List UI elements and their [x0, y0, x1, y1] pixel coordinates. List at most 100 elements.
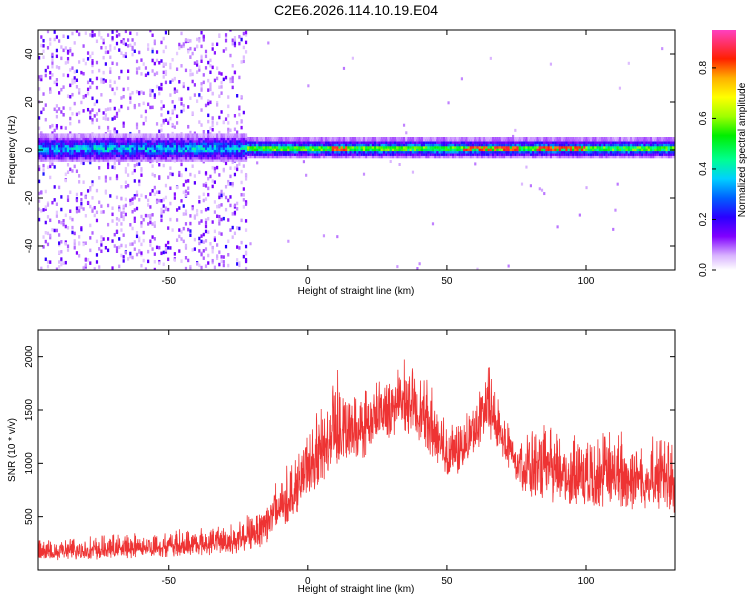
spectrogram-band-cell — [525, 137, 528, 142]
spectrogram-band-cell — [589, 153, 593, 159]
spectrogram-band-cell — [463, 144, 466, 149]
spectrogram-cell — [40, 266, 43, 270]
spectrogram-band-cell — [396, 139, 399, 144]
spectrogram-band-cell — [66, 157, 70, 162]
spectrogram-band-cell — [118, 157, 121, 162]
spectrogram-band-cell — [298, 139, 301, 144]
spectrogram-cell — [95, 188, 99, 193]
spectrogram-band-cell — [567, 141, 570, 147]
spectrogram-band-cell — [362, 153, 366, 159]
spectrogram-band-cell — [616, 146, 619, 152]
spectrogram-band-cell — [474, 144, 477, 149]
spectrogram-band-cell — [487, 141, 490, 147]
spectrogram-cell — [104, 117, 107, 121]
spectrogram-cell — [182, 84, 185, 89]
spectrogram-cell — [155, 198, 159, 203]
spectrogram-band-cell — [102, 155, 105, 160]
spectrogram-band-cell — [661, 149, 664, 154]
spectrogram-cell — [82, 207, 85, 211]
spectrogram-band-cell — [285, 151, 288, 156]
spectrogram-cell — [64, 46, 67, 50]
spectrogram-band-cell — [282, 141, 285, 147]
spectrogram-cell — [113, 106, 116, 111]
spectrogram-band-cell — [89, 135, 92, 141]
spectrogram-cell — [207, 113, 210, 118]
spectrogram-cell — [142, 62, 145, 66]
spectrogram-cell — [661, 47, 664, 51]
spectrogram-cell — [153, 39, 156, 43]
spectrogram-cell — [180, 259, 183, 263]
spectrogram-band-cell — [532, 149, 535, 154]
spectrogram-band-cell — [78, 150, 81, 155]
spectrogram-band-cell — [213, 147, 217, 153]
spectrogram-band-cell — [554, 151, 557, 156]
spectrogram-cell — [46, 231, 50, 236]
spectrogram-cell — [209, 241, 212, 246]
spectrogram-cell — [233, 127, 237, 132]
spectrogram-cell — [211, 184, 214, 189]
spectrogram-cell — [69, 47, 72, 51]
spectrogram-band-cell — [443, 151, 446, 156]
spectrogram-band-cell — [609, 139, 613, 144]
spectrogram-band-cell — [142, 150, 145, 155]
spectrogram-band-cell — [91, 138, 94, 143]
spectrogram-band-cell — [178, 145, 181, 150]
spectrogram-band-cell — [153, 140, 156, 146]
spectrogram-band-cell — [369, 139, 372, 144]
spectrogram-cell — [122, 204, 125, 209]
spectrogram-band-cell — [418, 137, 421, 142]
spectrogram-band-cell — [302, 137, 306, 142]
spectrogram-cell — [507, 264, 510, 268]
spectrogram-band-cell — [505, 141, 508, 147]
spectrogram-band-cell — [133, 147, 136, 153]
spectrogram-band-cell — [280, 146, 283, 152]
spectrogram-band-cell — [385, 151, 388, 156]
spectrogram-band-cell — [438, 141, 441, 147]
spectrogram-cell — [106, 237, 110, 241]
spectrogram-band-cell — [634, 139, 637, 144]
spectrogram-cell — [147, 47, 150, 51]
spectrogram-band-cell — [456, 153, 459, 159]
spectrogram-band-cell — [287, 149, 290, 154]
spectrogram-band-cell — [327, 151, 330, 156]
spectrogram-band-cell — [167, 133, 170, 138]
spectrogram-band-cell — [233, 133, 237, 138]
spectrogram-cell — [49, 37, 52, 42]
spectrogram-cell — [131, 171, 134, 175]
spectrogram-cell — [71, 78, 74, 82]
spectrogram-band-cell — [418, 149, 421, 154]
spectrogram-cell — [38, 199, 41, 203]
spectrogram-cell — [80, 160, 83, 165]
spectrogram-band-cell — [46, 140, 50, 146]
spectrogram-band-cell — [64, 155, 67, 160]
spectrogram-band-cell — [456, 139, 459, 144]
spectrogram-band-cell — [207, 155, 210, 160]
spectrogram-band-cell — [38, 145, 41, 150]
spectrogram-band-cell — [178, 150, 181, 155]
spectrogram-band-cell — [62, 157, 65, 162]
spectrogram-cell — [218, 130, 221, 135]
spectrogram-band-cell — [400, 151, 403, 156]
spectrogram-cell — [140, 114, 143, 119]
spectrogram-band-cell — [316, 137, 319, 142]
spectrogram-cell — [195, 60, 199, 64]
spectrogram-band-cell — [104, 147, 107, 153]
spectrogram-band-cell — [420, 151, 423, 156]
spectrogram-band-cell — [414, 144, 417, 149]
spectrogram-cell — [167, 240, 170, 245]
spectrogram-band-cell — [222, 138, 225, 143]
spectrogram-band-cell — [38, 135, 41, 141]
spectrogram-cell — [138, 236, 141, 240]
spectrogram-cell — [342, 66, 346, 70]
spectrogram-band-cell — [238, 140, 241, 146]
spectrogram-cell — [187, 258, 190, 263]
spectrogram-band-cell — [69, 135, 72, 141]
spectrogram-band-cell — [264, 146, 268, 152]
spectrogram-cell — [144, 195, 148, 199]
spectrogram-band-cell — [465, 151, 468, 156]
spectrogram-band-cell — [623, 139, 626, 144]
spectrogram-band-cell — [260, 144, 263, 149]
spectrogram-band-cell — [327, 149, 330, 154]
spectrogram-band-cell — [78, 143, 81, 148]
spectrogram-cell — [218, 231, 221, 235]
